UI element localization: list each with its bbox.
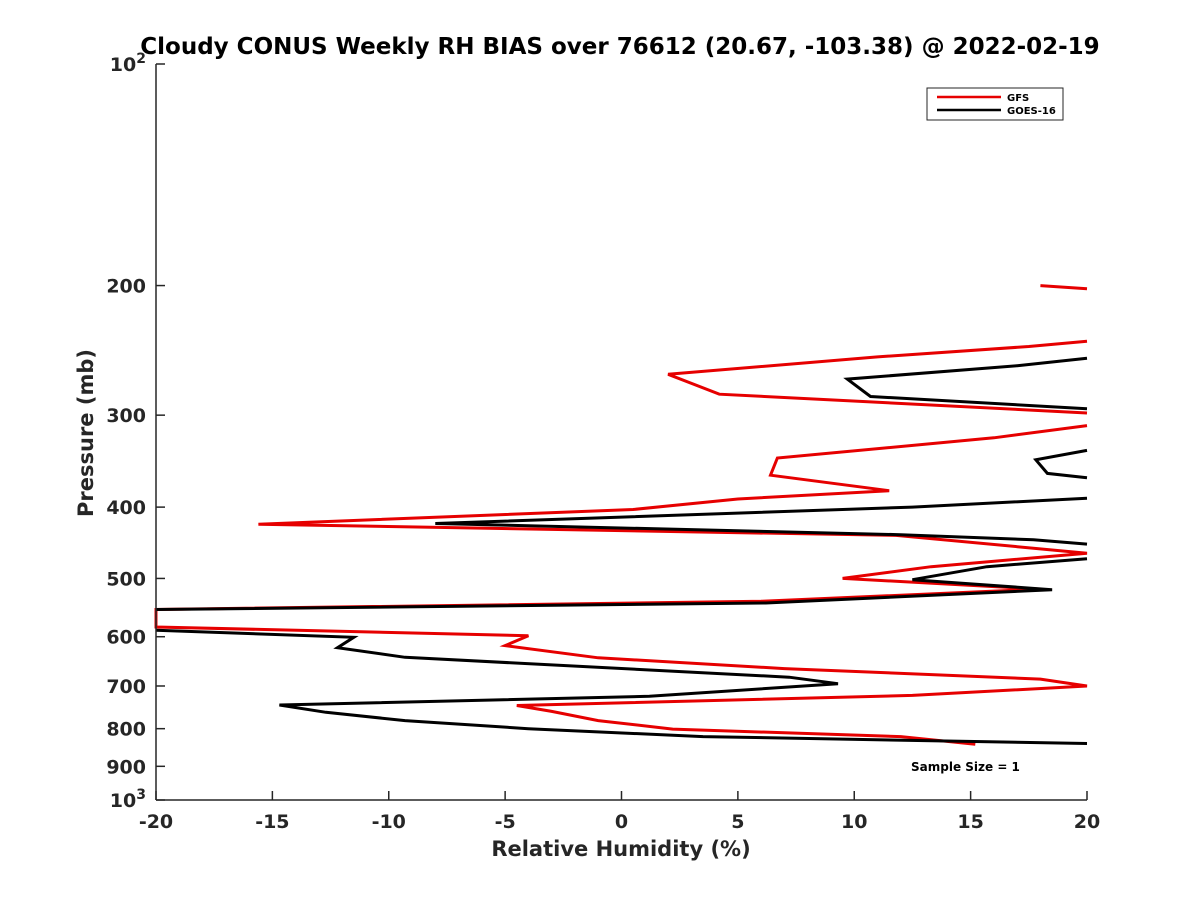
plot-lines [154, 284, 1088, 746]
x-tick-label: -20 [139, 811, 173, 833]
y-tick-label: 600 [106, 627, 146, 649]
y-tick-label: 300 [106, 405, 146, 427]
sample-size-annotation: Sample Size = 1 [911, 760, 1020, 774]
x-tick-label: -15 [255, 811, 289, 833]
y-tick-exponent: 2 [136, 51, 146, 67]
x-axis-label: Relative Humidity (%) [491, 837, 750, 861]
x-tick-label: 0 [615, 811, 628, 833]
series-line-gfs-segment-0 [1040, 284, 1088, 291]
y-tick-base: 10 [110, 54, 136, 76]
legend-box [926, 87, 1064, 121]
x-tick-label: -10 [372, 811, 406, 833]
y-tick-exponent: 3 [136, 787, 146, 803]
series-line-goes16-segment-0 [843, 356, 1088, 411]
series-line-goes16-segment-2 [435, 496, 1088, 546]
y-tick-label: 900 [106, 756, 146, 778]
x-tick-label: -5 [495, 811, 516, 833]
series-line-gfs-segment-1 [667, 339, 1088, 415]
series-line-goes16-segment-4 [155, 628, 1088, 745]
y-tick-label: 800 [106, 719, 146, 741]
y-axis-label: Pressure (mb) [74, 349, 98, 517]
x-ticks: -20 -15 -10 -5 0 5 10 15 20 [139, 791, 1100, 833]
x-tick-label: 5 [731, 811, 744, 833]
legend: GFS GOES-16 [926, 87, 1064, 121]
y-tick-label: 400 [106, 497, 146, 519]
series-line-goes16-segment-1 [1032, 448, 1088, 480]
legend-label-goes16: GOES-16 [1007, 106, 1056, 117]
y-tick-label: 500 [106, 568, 146, 590]
x-tick-label: 20 [1074, 811, 1100, 833]
series-line-goes16-segment-3 [155, 557, 1088, 611]
y-tick-label: 102 [110, 51, 146, 76]
y-tick-label: 200 [106, 276, 146, 298]
legend-label-gfs: GFS [1007, 93, 1029, 104]
x-tick-label: 10 [841, 811, 867, 833]
y-tick-label: 700 [106, 676, 146, 698]
x-tick-label: 15 [957, 811, 983, 833]
y-tick-base: 10 [110, 790, 136, 812]
chart-title: Cloudy CONUS Weekly RH BIAS over 76612 (… [140, 34, 1099, 60]
y-tick-label: 103 [110, 787, 146, 812]
